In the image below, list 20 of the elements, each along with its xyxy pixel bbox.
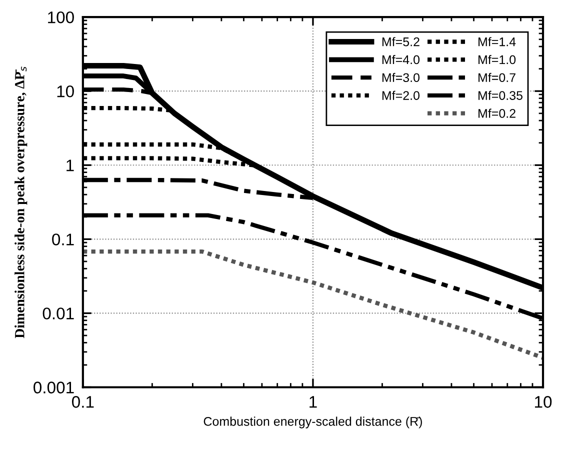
y-tick-label: 0.001 <box>34 382 74 394</box>
y-tick-label: 0.01 <box>42 308 74 320</box>
legend-label: Mf=0.7 <box>478 72 516 82</box>
x-tick-label: 10 <box>535 396 552 408</box>
x-tick-label: 1 <box>310 396 317 408</box>
y-tick-label: 10 <box>57 85 74 98</box>
x-axis-title: Combustion energy-scaled distance (R̄) <box>204 416 422 428</box>
legend-label: Mf=3.0 <box>382 72 420 82</box>
legend-label: Mf=0.2 <box>478 108 516 118</box>
x-tick-label: 0.1 <box>72 396 94 408</box>
y-tick-label: 0.1 <box>52 234 74 246</box>
y-tick-label: 100 <box>48 11 74 24</box>
legend-label: Mf=0.35 <box>478 90 522 100</box>
legend-label: Mf=1.4 <box>478 37 516 46</box>
legend-label: Mf=2.0 <box>382 90 420 100</box>
y-axis-title: Dimensionless side-on peak overpressure, ΔP̄$_{s}$ <box>14 66 28 338</box>
legend-label: Mf=1.0 <box>478 54 516 64</box>
legend-label: Mf=4.0 <box>382 54 420 64</box>
legend-label: Mf=5.2 <box>382 37 420 46</box>
y-tick-label: 1 <box>66 160 74 172</box>
